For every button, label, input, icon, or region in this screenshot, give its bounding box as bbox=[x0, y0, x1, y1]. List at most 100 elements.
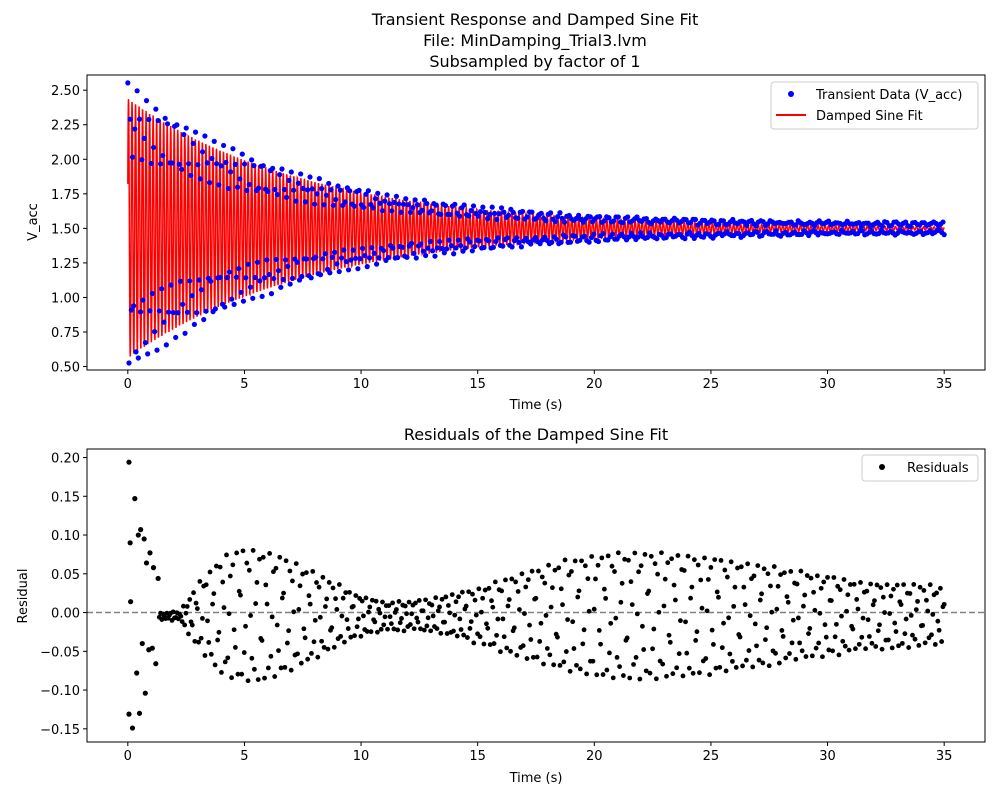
residual-point bbox=[917, 584, 923, 590]
residual-point bbox=[372, 619, 378, 625]
residual-point bbox=[804, 573, 810, 578]
residual-point bbox=[566, 572, 572, 578]
top-title-line-3: Subsampled by factor of 1 bbox=[429, 52, 640, 71]
residual-point bbox=[618, 599, 624, 605]
data-point bbox=[331, 249, 338, 255]
data-point bbox=[268, 291, 275, 297]
residual-point bbox=[898, 602, 904, 607]
data-point bbox=[549, 239, 555, 245]
residual-point bbox=[636, 569, 641, 575]
residual-point bbox=[751, 573, 757, 579]
residual-point bbox=[401, 628, 407, 634]
data-point bbox=[216, 182, 222, 188]
residual-point bbox=[662, 576, 668, 582]
residual-point bbox=[236, 588, 242, 594]
data-point bbox=[538, 210, 544, 216]
residual-point bbox=[354, 624, 360, 630]
residual-point bbox=[941, 601, 947, 607]
data-point bbox=[330, 202, 336, 208]
data-point bbox=[620, 220, 626, 226]
residual-point bbox=[750, 664, 756, 670]
residual-point bbox=[519, 571, 525, 577]
residual-point bbox=[281, 590, 286, 596]
residual-point bbox=[850, 626, 856, 632]
data-point bbox=[519, 208, 526, 215]
residual-point bbox=[798, 568, 804, 574]
residual-point bbox=[627, 675, 633, 681]
data-point bbox=[557, 210, 563, 216]
residual-point bbox=[267, 551, 273, 556]
data-point bbox=[425, 245, 431, 251]
bottom-x-axis-label: Time (s) bbox=[509, 771, 563, 786]
data-point bbox=[217, 274, 223, 281]
residual-point bbox=[567, 668, 573, 674]
data-point bbox=[595, 238, 602, 245]
bottom-x-tick-label: 35 bbox=[936, 749, 953, 764]
residual-point bbox=[461, 632, 467, 638]
residual-point bbox=[396, 599, 402, 604]
bottom-y-tick-label: −0.15 bbox=[40, 723, 80, 738]
data-point bbox=[563, 234, 569, 240]
data-point bbox=[760, 219, 766, 225]
residual-point bbox=[380, 599, 385, 605]
residual-point bbox=[494, 632, 499, 638]
data-point bbox=[261, 275, 268, 281]
residual-point bbox=[782, 570, 787, 576]
bottom-axes-frame bbox=[86, 448, 986, 743]
data-point bbox=[270, 165, 276, 171]
data-point bbox=[230, 146, 236, 152]
residual-point bbox=[149, 645, 155, 651]
data-point bbox=[773, 228, 779, 234]
residual-point bbox=[547, 652, 553, 658]
data-point bbox=[493, 238, 499, 245]
data-point bbox=[509, 244, 515, 250]
residual-point bbox=[892, 620, 898, 626]
data-point bbox=[341, 247, 347, 253]
data-point bbox=[352, 255, 359, 262]
data-point bbox=[231, 301, 237, 307]
residual-point bbox=[683, 619, 688, 625]
residual-point bbox=[808, 575, 814, 581]
residual-point bbox=[613, 615, 619, 621]
residual-point bbox=[732, 584, 738, 590]
residual-point bbox=[434, 626, 440, 631]
data-point bbox=[446, 237, 452, 243]
residual-point bbox=[746, 648, 752, 653]
top-chart: Transient Response and Damped Sine Fit F… bbox=[26, 10, 986, 413]
data-point bbox=[500, 243, 506, 249]
residual-point bbox=[727, 651, 733, 657]
data-point bbox=[250, 295, 256, 301]
data-point bbox=[437, 238, 443, 245]
data-point bbox=[236, 265, 242, 272]
residual-point bbox=[544, 646, 550, 651]
residual-point bbox=[126, 711, 132, 717]
residual-point bbox=[760, 660, 766, 666]
residual-point bbox=[387, 614, 393, 620]
residual-point bbox=[282, 664, 288, 670]
residual-point bbox=[785, 599, 791, 605]
residual-point bbox=[443, 594, 449, 600]
residual-point bbox=[666, 632, 672, 638]
residual-point bbox=[705, 577, 711, 582]
data-point bbox=[350, 247, 356, 253]
residual-point bbox=[132, 496, 138, 502]
residual-point bbox=[333, 596, 338, 602]
residual-point bbox=[249, 655, 255, 661]
residual-point bbox=[306, 593, 312, 599]
data-point bbox=[395, 254, 401, 261]
data-point bbox=[163, 342, 169, 348]
data-point bbox=[398, 209, 404, 215]
data-point bbox=[385, 254, 391, 261]
residual-point bbox=[271, 569, 276, 575]
residual-point bbox=[863, 646, 868, 652]
data-point bbox=[348, 257, 354, 263]
data-point bbox=[362, 252, 368, 259]
residual-point bbox=[633, 655, 639, 660]
residual-point bbox=[499, 588, 505, 594]
data-point bbox=[515, 215, 521, 221]
data-point bbox=[482, 209, 488, 216]
data-point bbox=[136, 116, 143, 122]
residual-point bbox=[860, 615, 866, 621]
data-point bbox=[380, 247, 387, 254]
